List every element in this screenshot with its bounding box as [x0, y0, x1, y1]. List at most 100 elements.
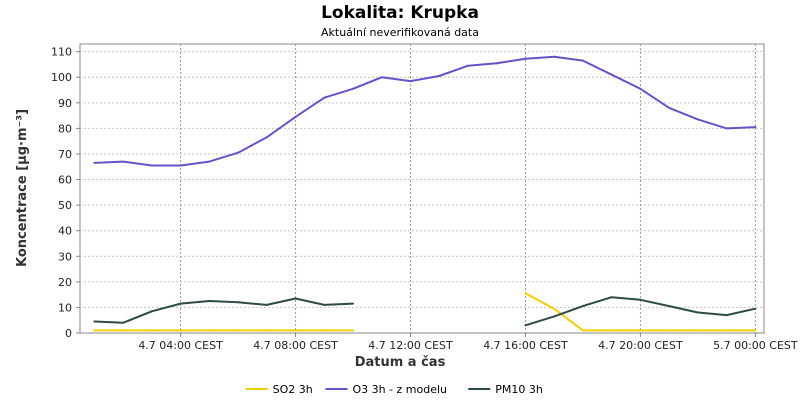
- data-point: [208, 160, 211, 163]
- data-point: [294, 329, 297, 332]
- plot-area: [79, 43, 765, 334]
- data-point: [610, 73, 613, 76]
- data-point: [323, 329, 326, 332]
- data-point: [524, 292, 527, 295]
- data-point: [668, 106, 671, 109]
- x-tick-label: 5.7 00:00 CEST: [713, 339, 798, 352]
- data-point: [696, 311, 699, 314]
- data-point: [294, 297, 297, 300]
- data-point: [237, 301, 240, 304]
- data-point: [754, 307, 757, 310]
- legend-item: PM10 3h: [468, 383, 543, 396]
- series-layer: [93, 55, 757, 332]
- y-tick-label: 40: [58, 225, 72, 238]
- data-point: [639, 329, 642, 332]
- x-tick-label: 4.7 08:00 CEST: [253, 339, 338, 352]
- data-point: [208, 300, 211, 302]
- data-point: [237, 329, 240, 332]
- y-tick-label: 100: [51, 71, 72, 84]
- y-tick-label: 80: [58, 122, 72, 135]
- data-point: [265, 303, 268, 306]
- x-tick-label: 4.7 12:00 CEST: [368, 339, 453, 352]
- data-point: [265, 329, 268, 332]
- data-point: [352, 329, 354, 332]
- data-point: [553, 307, 556, 310]
- data-point: [179, 302, 182, 305]
- data-point: [524, 57, 527, 60]
- data-point: [639, 87, 642, 90]
- y-tick-label: 50: [58, 199, 72, 212]
- data-point: [668, 305, 671, 308]
- data-point: [352, 87, 354, 90]
- data-point: [409, 80, 412, 83]
- data-point: [122, 160, 125, 163]
- data-point: [495, 62, 498, 65]
- series-line: [94, 55, 756, 167]
- series-line: [94, 297, 354, 324]
- chart-title: Lokalita: Krupka: [321, 3, 479, 23]
- data-point: [668, 329, 671, 332]
- grid: [80, 44, 764, 333]
- data-point: [179, 329, 182, 332]
- x-tick-label: 4.7 20:00 CEST: [598, 339, 683, 352]
- data-point: [725, 314, 728, 317]
- y-tick-label: 20: [58, 276, 72, 289]
- data-point: [150, 164, 153, 167]
- data-point: [467, 64, 469, 67]
- series-pm10-3h: [93, 296, 757, 327]
- x-tick-label: 4.7 04:00 CEST: [138, 339, 223, 352]
- x-axis-ticks: 4.7 04:00 CEST 4.7 08:00 CEST 4.7 12:00 CE…: [138, 333, 798, 352]
- data-point: [581, 59, 584, 62]
- series-so2-3h: [93, 292, 757, 332]
- x-axis-title: Datum a čas: [355, 355, 446, 370]
- legend-label: SO2 3h: [273, 383, 313, 396]
- y-tick-label: 10: [58, 301, 72, 314]
- data-point: [725, 329, 728, 332]
- data-point: [696, 329, 699, 332]
- data-point: [179, 164, 182, 167]
- data-point: [553, 315, 556, 318]
- data-point: [754, 329, 757, 332]
- y-tick-label: 30: [58, 250, 72, 263]
- data-point: [208, 329, 211, 332]
- data-point: [294, 115, 297, 118]
- data-point: [610, 296, 613, 299]
- data-point: [237, 151, 240, 154]
- data-point: [581, 305, 584, 308]
- data-point: [122, 321, 125, 324]
- y-tick-label: 110: [51, 46, 72, 59]
- legend-item: O3 3h - z modelu: [325, 383, 447, 396]
- y-tick-label: 0: [65, 327, 72, 340]
- data-point: [352, 302, 354, 305]
- legend-label: O3 3h - z modelu: [352, 383, 447, 396]
- legend-item: SO2 3h: [245, 383, 313, 396]
- y-tick-label: 70: [58, 148, 72, 161]
- y-axis-ticks: 0 10 20 30 40 50 60 70 80 90 100 110: [51, 46, 80, 340]
- y-tick-label: 60: [58, 174, 72, 187]
- data-point: [265, 136, 268, 139]
- data-point: [524, 324, 527, 327]
- data-point: [323, 303, 326, 306]
- data-point: [725, 127, 728, 130]
- legend: SO2 3h O3 3h - z modelu PM10 3h: [245, 383, 543, 396]
- data-point: [754, 126, 757, 129]
- x-tick-label: 4.7 16:00 CEST: [483, 339, 568, 352]
- data-point: [553, 55, 556, 58]
- data-point: [93, 161, 96, 164]
- data-point: [122, 329, 125, 332]
- data-point: [150, 329, 153, 332]
- y-axis-title: Koncentrace [µg·m⁻³]: [15, 109, 30, 267]
- series-o3-3h-z-modelu: [93, 55, 757, 167]
- data-point: [581, 329, 584, 332]
- data-point: [380, 76, 383, 79]
- chart-subtitle: Aktuální neverifikovaná data: [321, 26, 479, 39]
- data-point: [696, 118, 699, 121]
- data-point: [610, 329, 613, 332]
- data-point: [438, 75, 441, 77]
- data-point: [639, 298, 642, 301]
- legend-label: PM10 3h: [495, 383, 543, 396]
- data-point: [93, 329, 96, 332]
- data-point: [150, 310, 153, 313]
- y-tick-label: 90: [58, 97, 72, 110]
